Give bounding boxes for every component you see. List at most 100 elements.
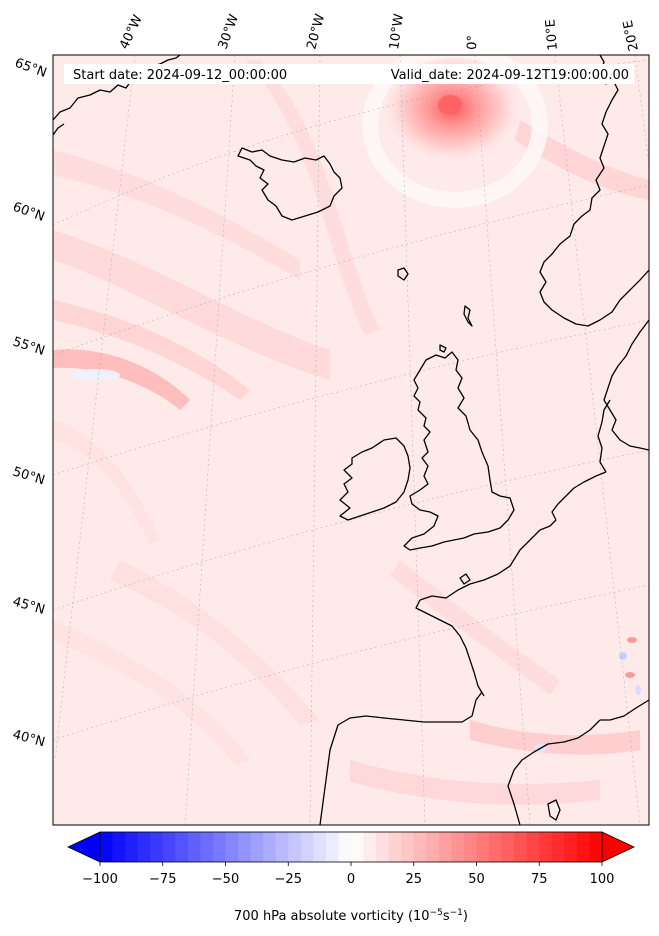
coast-denmark <box>597 399 611 473</box>
colorbar-cell <box>225 832 239 862</box>
colorbar-cell <box>338 832 352 862</box>
colorbar-extend-high <box>601 831 635 863</box>
latitude-labels: 65°N 60°N 55°N 50°N 45°N 40°N <box>11 56 49 751</box>
colorbar-cell <box>187 832 201 862</box>
coastlines <box>53 55 649 825</box>
colorbar-cell <box>476 832 490 862</box>
colorbar-cell <box>489 832 502 862</box>
meridian-40w <box>54 55 136 761</box>
colorbar-cell <box>212 832 226 862</box>
colorbar-cell <box>363 832 377 862</box>
graticule <box>53 55 649 825</box>
coast-greenland-tip <box>53 123 65 136</box>
lon-label-20e: 20°E <box>621 19 642 53</box>
coast-norway <box>539 55 649 327</box>
colorbar-extend-low <box>67 831 101 863</box>
lon-label-10e: 10°E <box>543 19 561 51</box>
colorbar-tick-label: −50 <box>212 872 239 887</box>
coast-greenland <box>53 55 181 121</box>
valid-date: Valid_date: 2024-09-12T19:00:00.00 <box>391 68 629 83</box>
coast-faroe <box>397 267 409 281</box>
colorbar-cell <box>325 832 339 862</box>
colorbar-cell <box>275 832 289 862</box>
colorbar-cell <box>589 832 603 862</box>
colorbar-cell <box>250 832 264 862</box>
colorbar-cell <box>426 832 440 862</box>
colorbar-cell <box>112 832 126 862</box>
colorbar-cell <box>175 832 189 862</box>
colorbar-cell <box>501 832 515 862</box>
lon-label-40w: 40°W <box>117 13 146 52</box>
colorbar-tick-label: 100 <box>590 872 615 887</box>
map-frame <box>52 54 650 826</box>
colorbar-cell <box>526 832 540 862</box>
lat-label-45n: 45°N <box>11 594 47 617</box>
colorbar-cell <box>401 832 415 862</box>
parallel-45n <box>53 449 649 611</box>
colorbar-tick-label: −100 <box>82 872 118 887</box>
colorbar-cells <box>100 832 603 862</box>
lat-label-60n: 60°N <box>11 200 47 225</box>
meridian-0 <box>474 55 531 825</box>
colorbar-ticks: −100 −75 −50 −25 0 25 50 75 100 <box>82 862 614 887</box>
colorbar-cell <box>100 832 113 862</box>
colorbar-cell <box>551 832 565 862</box>
coast-shetland <box>463 305 473 327</box>
coast-scotland <box>403 351 515 551</box>
coast-ireland <box>339 437 411 521</box>
colorbar-cell <box>576 832 590 862</box>
lat-label-65n: 65°N <box>13 56 49 81</box>
meridian-20w <box>309 55 321 825</box>
parallel-40n <box>53 584 649 741</box>
header-box <box>64 64 634 84</box>
colorbar-cell <box>463 832 477 862</box>
colorbar-cell <box>288 832 302 862</box>
coast-corsica <box>547 799 561 821</box>
colorbar-cell <box>564 832 578 862</box>
meridian-10w <box>399 55 426 825</box>
colorbar-tick-label: 75 <box>531 872 548 887</box>
coast-orkney <box>439 344 447 353</box>
colorbar-cell <box>137 832 151 862</box>
colorbar-cell <box>438 832 452 862</box>
colorbar-cell <box>413 832 427 862</box>
colorbar-tick-label: 25 <box>405 872 422 887</box>
coast-bay-islands <box>459 573 471 585</box>
coast-iceland <box>237 147 343 221</box>
coast-iberia-north <box>319 691 483 825</box>
colorbar-cell <box>300 832 314 862</box>
lat-label-50n: 50°N <box>11 464 47 488</box>
coast-france <box>419 519 557 601</box>
colorbar-cell <box>451 832 465 862</box>
lon-label-10w: 10°W <box>387 13 407 51</box>
lat-label-40n: 40°N <box>11 727 47 750</box>
colorbar-cell <box>238 832 251 862</box>
coast-italy-tip <box>600 699 649 721</box>
colorbar-cell <box>125 832 139 862</box>
colorbar-cell <box>388 832 402 862</box>
colorbar-tick-label: 50 <box>468 872 485 887</box>
meridian-10e <box>554 55 641 825</box>
colorbar-cell <box>200 832 214 862</box>
colorbar-cell <box>514 832 528 862</box>
coast-france-west <box>415 599 485 697</box>
colorbar: −100 −75 −50 −25 0 25 50 75 100 700 hPa absolute… <box>67 831 635 924</box>
lon-label-0: 0° <box>465 35 481 50</box>
colorbar-cell <box>162 832 176 862</box>
colorbar-tick-label: −75 <box>149 872 176 887</box>
lon-label-30w: 30°W <box>216 12 242 51</box>
longitude-labels: 40°W 30°W 20°W 10°W 0° 10°E 20°E <box>117 12 642 52</box>
meridian-30w <box>184 55 236 825</box>
colorbar-tick-label: −25 <box>275 872 302 887</box>
colorbar-cell <box>351 832 364 862</box>
lon-label-20w: 20°W <box>304 12 328 51</box>
colorbar-tick-label: 0 <box>347 872 355 887</box>
colorbar-cell <box>539 832 553 862</box>
colorbar-cell <box>263 832 277 862</box>
colorbar-title: 700 hPa absolute vorticity (10−5s−1) <box>234 908 468 924</box>
colorbar-cell <box>376 832 390 862</box>
lat-label-55n: 55°N <box>11 335 47 359</box>
meridian-20e <box>634 55 649 167</box>
start-date: Start date: 2024-09-12_00:00:00 <box>73 68 287 83</box>
